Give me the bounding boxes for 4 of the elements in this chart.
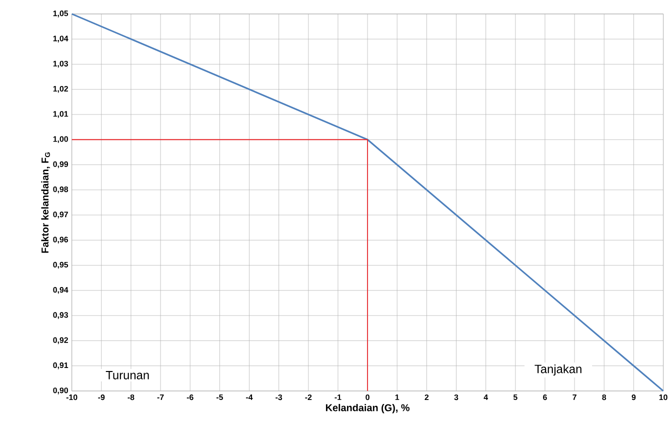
y-axis-title: Faktor kelandaian, F$_{G}$ — [41, 152, 50, 253]
annotation: Turunan — [106, 371, 149, 380]
annotation: Tanjakan — [534, 364, 582, 376]
x-axis-title: Kelandaian (G), % — [326, 404, 410, 414]
